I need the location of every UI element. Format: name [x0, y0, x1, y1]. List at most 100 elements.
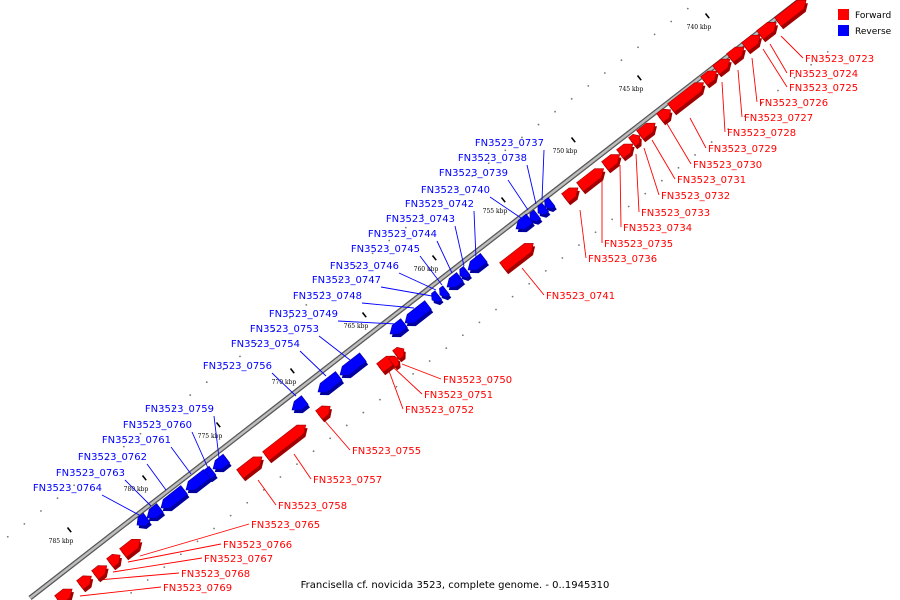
reverse-gene-label[interactable]: FN3523_0746 [330, 261, 399, 272]
forward-gene-arrow[interactable] [388, 355, 400, 368]
forward-gene-arrow[interactable] [741, 34, 761, 52]
reverse-gene-label[interactable]: FN3523_0745 [351, 244, 420, 255]
forward-gene-arrow[interactable] [712, 58, 731, 75]
position-dot [338, 278, 341, 281]
forward-gene-label[interactable]: FN3523_0766 [223, 540, 292, 551]
reverse-gene-label[interactable]: FN3523_0747 [312, 275, 381, 286]
forward-gene-label[interactable]: FN3523_0751 [424, 390, 493, 401]
forward-gene-label[interactable]: FN3523_0727 [744, 113, 813, 124]
forward-gene-label[interactable]: FN3523_0726 [759, 98, 828, 109]
reverse-gene-label[interactable]: FN3523_0738 [458, 153, 527, 164]
reverse-gene-label[interactable]: FN3523_0737 [475, 138, 544, 149]
reverse-gene-label[interactable]: FN3523_0739 [439, 168, 508, 179]
forward-gene-label[interactable]: FN3523_0734 [623, 223, 692, 234]
forward-gene-label[interactable]: FN3523_0765 [251, 520, 320, 531]
legend: Forward Reverse [838, 9, 892, 37]
forward-gene-arrow[interactable] [315, 405, 331, 420]
forward-gene-arrow[interactable] [667, 82, 704, 113]
forward-gene-arrow[interactable] [119, 538, 141, 558]
forward-gene-label[interactable]: FN3523_0750 [443, 375, 512, 386]
forward-gene-arrow[interactable] [656, 108, 671, 123]
forward-gene-label[interactable]: FN3523_0732 [661, 191, 730, 202]
forward-gene-label[interactable]: FN3523_0767 [204, 554, 273, 565]
forward-gene-arrow[interactable] [561, 187, 579, 203]
forward-gene-arrow[interactable] [756, 21, 777, 40]
forward-gene-label[interactable]: FN3523_0733 [641, 208, 710, 219]
reverse-gene-arrow[interactable] [404, 300, 432, 324]
forward-gene-arrow[interactable] [499, 243, 534, 272]
forward-gene-label[interactable]: FN3523_0752 [405, 405, 474, 416]
forward-gene-label[interactable]: FN3523_0728 [727, 128, 796, 139]
reverse-gene-arrow[interactable] [146, 503, 164, 519]
reverse-gene-arrow[interactable] [160, 485, 189, 509]
reverse-gene-arrow[interactable] [339, 352, 367, 376]
reverse-gene-arrow[interactable] [515, 213, 534, 230]
forward-gene-label[interactable]: FN3523_0757 [313, 475, 382, 486]
reverse-gene-arrow[interactable] [291, 395, 309, 411]
reverse-gene-arrow[interactable] [537, 202, 550, 216]
forward-gene-arrow[interactable] [76, 575, 92, 590]
forward-gene-arrow[interactable] [726, 46, 745, 63]
reverse-gene-arrow[interactable] [439, 285, 450, 298]
reverse-gene-arrow[interactable] [212, 453, 231, 470]
forward-gene-label[interactable]: FN3523_0725 [789, 83, 858, 94]
forward-gene-arrow[interactable] [576, 168, 604, 192]
forward-gene-arrow[interactable] [392, 346, 405, 360]
position-dot [438, 200, 440, 203]
forward-gene-label[interactable]: FN3523_0731 [677, 175, 746, 186]
reverse-gene-label[interactable]: FN3523_0761 [102, 435, 171, 446]
reverse-gene-arrow[interactable] [136, 512, 151, 527]
forward-gene-label[interactable]: FN3523_0758 [278, 501, 347, 512]
reverse-gene-arrow[interactable] [459, 265, 471, 279]
reverse-gene-label[interactable]: FN3523_0764 [33, 483, 102, 494]
forward-gene-label[interactable]: FN3523_0736 [588, 254, 657, 265]
forward-gene-label-leader [127, 543, 222, 563]
forward-gene-label[interactable]: FN3523_0730 [693, 160, 762, 171]
reverse-gene-label[interactable]: FN3523_0743 [386, 214, 455, 225]
position-dot [255, 342, 258, 345]
reverse-gene-label[interactable]: FN3523_0742 [405, 199, 474, 210]
reverse-gene-label[interactable]: FN3523_0759 [145, 404, 214, 415]
forward-gene-arrow[interactable] [236, 456, 263, 479]
forward-gene-label[interactable]: FN3523_0729 [708, 144, 777, 155]
forward-gene-arrow[interactable] [616, 143, 634, 159]
forward-gene-label[interactable]: FN3523_0769 [163, 583, 232, 594]
forward-gene-arrow[interactable] [54, 588, 73, 600]
forward-gene-label[interactable]: FN3523_0755 [352, 446, 421, 457]
forward-gene-arrow[interactable] [601, 154, 621, 171]
reverse-gene-label[interactable]: FN3523_0744 [368, 229, 437, 240]
reverse-gene-label[interactable]: FN3523_0753 [250, 324, 319, 335]
forward-gene-arrow[interactable] [628, 133, 641, 147]
reverse-gene-arrow[interactable] [544, 197, 556, 210]
forward-gene-label[interactable]: FN3523_0741 [546, 291, 615, 302]
reverse-gene-arrow[interactable] [185, 469, 211, 491]
reverse-gene-label[interactable]: FN3523_0760 [123, 420, 192, 431]
forward-gene-arrow[interactable] [106, 553, 121, 568]
reverse-gene-label[interactable]: FN3523_0754 [231, 339, 300, 350]
reverse-gene-label[interactable]: FN3523_0756 [203, 361, 272, 372]
forward-gene-label[interactable]: FN3523_0724 [789, 69, 858, 80]
reverse-gene-label[interactable]: FN3523_0748 [293, 291, 362, 302]
reverse-gene-arrow[interactable] [317, 371, 343, 393]
forward-gene-label[interactable]: FN3523_0735 [604, 239, 673, 250]
forward-gene-arrow[interactable] [91, 565, 108, 580]
forward-gene-arrow[interactable] [700, 70, 718, 86]
position-dot [362, 411, 365, 414]
forward-gene-arrow[interactable] [262, 424, 307, 461]
forward-gene-label[interactable]: FN3523_0768 [181, 569, 250, 580]
forward-gene-arrow[interactable] [774, 0, 807, 27]
reverse-gene-label[interactable]: FN3523_0763 [56, 468, 125, 479]
reverse-gene-arrow[interactable] [529, 209, 542, 223]
reverse-gene-label[interactable]: FN3523_0762 [78, 452, 147, 463]
forward-gene-arrow[interactable] [636, 122, 656, 140]
reverse-gene-label-leader [380, 286, 433, 297]
reverse-gene-label[interactable]: FN3523_0740 [421, 185, 490, 196]
reverse-gene-arrow[interactable] [431, 290, 443, 303]
reverse-gene-label[interactable]: FN3523_0749 [269, 309, 338, 320]
position-dot [229, 514, 232, 517]
reverse-gene-arrow[interactable] [446, 272, 464, 288]
leader-lines [79, 35, 804, 597]
forward-gene-label[interactable]: FN3523_0723 [805, 54, 874, 65]
reverse-gene-arrow[interactable] [389, 318, 408, 335]
reverse-gene-arrow[interactable] [467, 252, 488, 271]
